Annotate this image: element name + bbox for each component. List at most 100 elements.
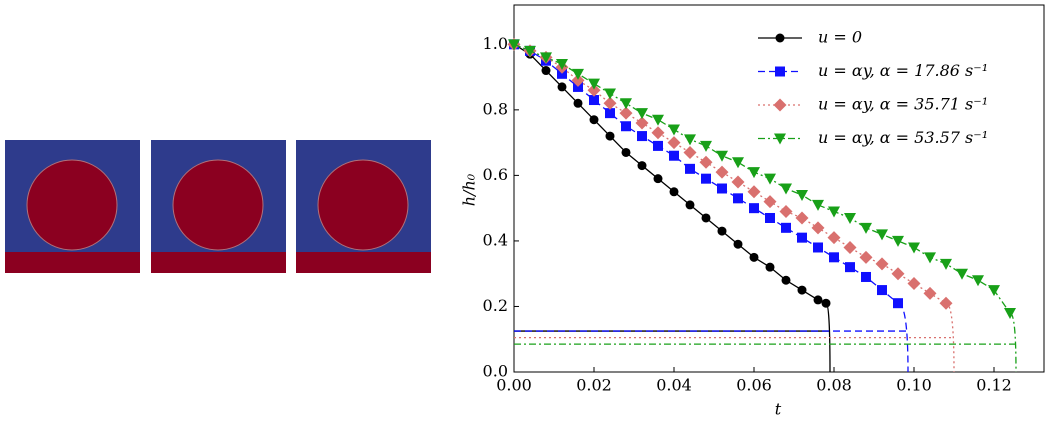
y-tick-label: 0.6: [483, 165, 508, 184]
data-point: [557, 68, 567, 79]
plot-frame: [513, 4, 1045, 373]
x-tick-label: 0.06: [736, 376, 772, 395]
data-point: [733, 193, 743, 204]
x-tick-label: 0.10: [896, 376, 932, 395]
data-point: [924, 252, 936, 264]
data-point: [748, 167, 760, 179]
data-point: [701, 213, 711, 223]
data-point: [907, 277, 921, 291]
data-point: [795, 211, 809, 225]
data-point: [875, 257, 889, 271]
data-point: [828, 206, 840, 218]
data-point: [923, 286, 937, 300]
data-point: [700, 140, 712, 152]
data-point: [573, 98, 583, 108]
x-axis-label: t: [775, 400, 782, 419]
data-point: [651, 126, 665, 140]
data-point: [621, 121, 631, 132]
data-point: [605, 131, 615, 141]
x-tick-label: 0.12: [976, 376, 1012, 395]
data-point: [844, 212, 856, 224]
data-point: [572, 68, 584, 80]
data-point: [781, 275, 791, 285]
data-point: [876, 229, 888, 241]
data-point: [637, 131, 647, 142]
data-point: [859, 250, 873, 264]
data-point: [556, 58, 568, 70]
data-point: [813, 295, 823, 305]
data-point: [779, 204, 793, 218]
data-point: [749, 252, 759, 262]
legend-label: u = αy, α = 53.57 s⁻¹: [818, 128, 988, 147]
data-point: [652, 114, 664, 126]
x-tick-label: 0.00: [496, 376, 532, 395]
data-point: [733, 239, 743, 249]
legend-marker: [775, 33, 785, 43]
data-point: [668, 124, 680, 136]
data-point: [747, 185, 761, 199]
data-point: [892, 235, 904, 247]
data-point: [764, 173, 776, 185]
data-point: [636, 108, 648, 120]
data-point: [685, 200, 695, 210]
series-line: [513, 43, 947, 304]
data-point: [765, 262, 775, 272]
legend-marker: [773, 98, 787, 112]
data-point: [972, 275, 984, 287]
data-point: [717, 183, 727, 194]
data-point: [573, 81, 583, 92]
y-tick-label: 0.8: [483, 99, 508, 118]
data-point: [763, 195, 777, 209]
data-point: [716, 150, 728, 162]
data-point: [893, 298, 903, 309]
data-point: [685, 163, 695, 174]
data-point: [589, 95, 599, 106]
data-point: [732, 157, 744, 169]
data-point: [861, 271, 871, 282]
y-tick-label: 1.0: [483, 34, 508, 53]
y-axis-label: h/h₀: [460, 173, 479, 206]
data-point: [908, 242, 920, 254]
data-point: [587, 83, 601, 97]
data-point: [699, 155, 713, 169]
data-point: [796, 190, 808, 202]
data-point: [891, 267, 905, 281]
data-point: [731, 175, 745, 189]
data-point: [588, 78, 600, 90]
y-tick-label: 0.2: [483, 296, 508, 315]
data-point: [749, 203, 759, 214]
data-point: [619, 106, 633, 120]
data-point: [1004, 308, 1016, 320]
legend-label: u = αy, α = 17.86 s⁻¹: [818, 61, 988, 80]
data-point: [541, 66, 551, 76]
data-point: [635, 116, 649, 130]
data-point: [860, 222, 872, 234]
data-point: [637, 161, 647, 171]
panel: [296, 140, 431, 273]
data-point: [829, 252, 839, 263]
data-point: [821, 298, 831, 308]
data-point: [604, 88, 616, 100]
series-line: [513, 43, 1011, 314]
x-tick-label: 0.02: [576, 376, 612, 395]
data-point: [621, 147, 631, 157]
legend-marker: [774, 133, 786, 145]
data-point: [877, 285, 887, 296]
data-point: [589, 115, 599, 125]
data-point: [812, 199, 824, 211]
x-tick-label: 0.04: [656, 376, 692, 395]
y-tick-label: 0.4: [483, 230, 508, 249]
data-point: [813, 242, 823, 253]
data-point: [620, 98, 632, 110]
panel: [151, 140, 286, 273]
data-point: [557, 82, 567, 92]
data-point: [669, 150, 679, 161]
data-point: [684, 134, 696, 146]
data-point: [956, 268, 968, 280]
panel: [5, 140, 140, 273]
data-point: [603, 96, 617, 110]
y-tick-label: 0.0: [483, 362, 508, 381]
series-drop: [1009, 312, 1017, 373]
data-point: [653, 140, 663, 151]
